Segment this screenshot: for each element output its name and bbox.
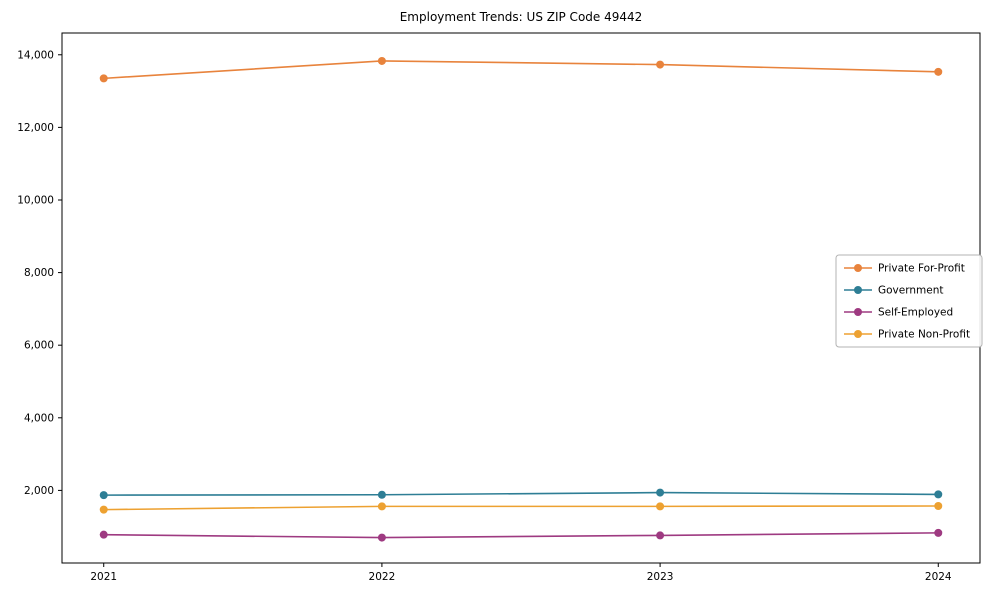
y-tick-label: 6,000	[24, 340, 54, 352]
data-point-marker	[377, 502, 386, 511]
x-tick-label: 2021	[90, 571, 117, 583]
x-tick-label: 2023	[647, 571, 674, 583]
y-tick-label: 14,000	[17, 49, 54, 61]
legend-entry-label: Private Non-Profit	[878, 329, 970, 341]
data-point-marker	[934, 528, 943, 537]
y-tick-label: 2,000	[24, 485, 54, 497]
legend-entry-label: Self-Employed	[878, 307, 953, 319]
data-point-marker	[377, 533, 386, 542]
x-tick-label: 2022	[369, 571, 396, 583]
legend-marker	[854, 308, 862, 316]
data-point-marker	[656, 502, 665, 511]
data-point-marker	[934, 67, 943, 76]
data-point-marker	[656, 488, 665, 497]
legend-marker	[854, 286, 862, 294]
y-tick-label: 12,000	[17, 122, 54, 134]
series-line	[103, 532, 939, 539]
data-point-marker	[656, 531, 665, 540]
data-point-marker	[99, 74, 108, 83]
y-tick-label: 4,000	[24, 412, 54, 424]
series-line	[103, 505, 939, 511]
data-point-marker	[377, 490, 386, 499]
data-point-marker	[99, 530, 108, 539]
data-point-marker	[934, 490, 943, 499]
data-point-marker	[99, 505, 108, 514]
y-tick-label: 10,000	[17, 194, 54, 206]
legend-marker	[854, 330, 862, 338]
chart-title: Employment Trends: US ZIP Code 49442	[399, 10, 643, 24]
legend-box	[835, 254, 983, 348]
x-tick-label: 2024	[925, 571, 952, 583]
legend-marker	[854, 264, 862, 272]
data-point-marker	[934, 502, 943, 511]
legend-entry-label: Government	[878, 285, 943, 297]
series-line	[103, 60, 939, 80]
data-point-marker	[377, 56, 386, 65]
y-tick-label: 8,000	[24, 267, 54, 279]
data-point-marker	[656, 60, 665, 69]
legend-entry-label: Private For-Profit	[878, 263, 965, 275]
series-line	[103, 491, 939, 496]
data-point-marker	[99, 491, 108, 500]
